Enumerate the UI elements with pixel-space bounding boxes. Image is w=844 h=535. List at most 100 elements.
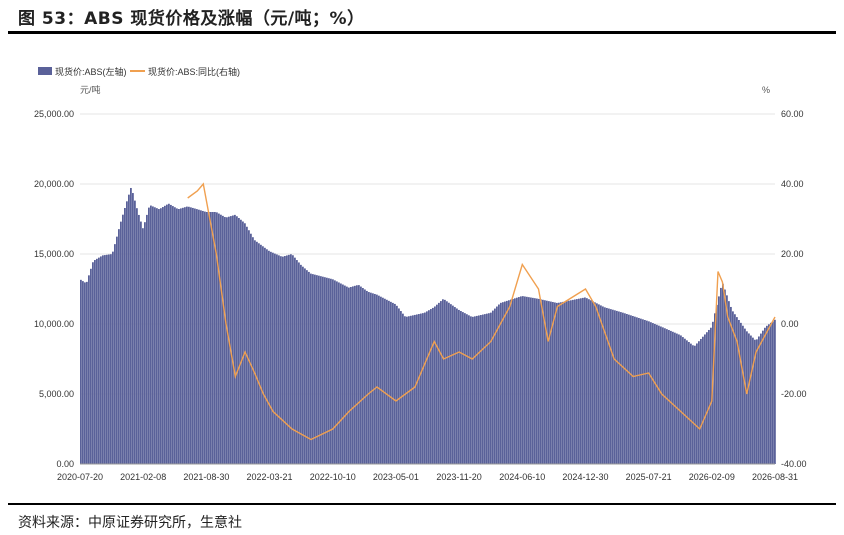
price-bar [556, 302, 558, 464]
price-bar [320, 276, 322, 464]
price-bar [742, 325, 744, 464]
price-bar [710, 327, 712, 464]
price-bar [180, 208, 182, 464]
price-bar [534, 298, 536, 464]
price-bar [598, 304, 600, 464]
price-bar [530, 297, 532, 464]
price-bar [610, 309, 612, 464]
price-bar [406, 316, 408, 464]
price-bar [376, 294, 378, 464]
price-bar [412, 315, 414, 464]
price-bar [94, 260, 96, 464]
price-bar [586, 298, 588, 464]
price-bar [122, 214, 124, 464]
price-bar [516, 297, 518, 464]
price-bar [596, 303, 598, 464]
price-bar [446, 301, 448, 464]
price-bar [290, 254, 292, 464]
price-bar [656, 324, 658, 464]
left-tick-label: 25,000.00 [34, 109, 74, 119]
price-bar [438, 302, 440, 464]
price-bar [176, 208, 178, 464]
x-tick-label: 2026-08-31 [752, 472, 798, 482]
price-bar [638, 317, 640, 464]
price-bar [650, 322, 652, 464]
price-bar [454, 307, 456, 464]
price-bar [668, 330, 670, 464]
price-bar [208, 212, 210, 464]
price-bar [236, 216, 238, 464]
price-bar [300, 264, 302, 464]
price-bar [352, 286, 354, 464]
x-tick-label: 2023-05-01 [373, 472, 419, 482]
price-bar [720, 287, 722, 464]
price-bar [528, 297, 530, 464]
right-tick-label: 60.00 [781, 109, 804, 119]
price-bar [114, 244, 116, 464]
price-bar [160, 208, 162, 464]
price-bar [210, 212, 212, 464]
price-bar [560, 302, 562, 464]
price-bar [694, 345, 696, 464]
price-bar [642, 319, 644, 464]
price-bar [400, 311, 402, 464]
price-bar [422, 313, 424, 464]
price-bar [764, 327, 766, 464]
price-bar [298, 262, 300, 464]
price-bar [150, 205, 152, 465]
price-bar [416, 314, 418, 464]
price-bar [470, 316, 472, 464]
price-bar [216, 212, 218, 464]
price-bar [178, 209, 180, 464]
price-bar [458, 309, 460, 464]
left-axis-unit: 元/吨 [80, 84, 101, 95]
price-bar [256, 241, 258, 464]
price-bar [746, 331, 748, 464]
price-bar [340, 283, 342, 464]
price-bar [602, 306, 604, 464]
price-bar [264, 247, 266, 464]
price-bar [552, 302, 554, 464]
price-bar [102, 255, 104, 464]
price-bar [506, 300, 508, 464]
price-bar [770, 322, 772, 464]
price-bar [486, 313, 488, 464]
x-tick-label: 2020-07-20 [57, 472, 103, 482]
price-bar [274, 253, 276, 464]
price-bar [576, 299, 578, 464]
price-bar [232, 215, 234, 464]
price-bar [468, 315, 470, 464]
price-bar [546, 300, 548, 464]
price-bar [424, 312, 426, 464]
price-bar [698, 341, 700, 464]
price-bar [462, 312, 464, 464]
price-bar [428, 310, 430, 464]
price-bar [620, 312, 622, 464]
price-bar [518, 297, 520, 464]
price-bar [338, 282, 340, 464]
price-bar [738, 319, 740, 464]
price-bar [588, 299, 590, 464]
price-bar [250, 233, 252, 464]
left-tick-label: 0.00 [56, 459, 74, 469]
price-bar [712, 321, 714, 464]
price-bar [536, 298, 538, 464]
price-bar [464, 313, 466, 464]
price-bar [260, 244, 262, 464]
price-bar [724, 289, 726, 464]
price-bar [460, 311, 462, 464]
price-bar [480, 315, 482, 464]
price-bar [474, 316, 476, 464]
price-bar [726, 295, 728, 464]
price-bar [174, 207, 176, 464]
price-bar [172, 206, 174, 464]
price-bar [504, 301, 506, 464]
price-bar [734, 314, 736, 464]
price-bars [80, 187, 776, 465]
price-bar [676, 333, 678, 464]
x-tick-label: 2024-12-30 [562, 472, 608, 482]
price-bar [660, 326, 662, 464]
price-bar [672, 331, 674, 464]
price-bar [112, 251, 114, 464]
source-note: 资料来源：中原证券研究所，生意社 [18, 515, 242, 531]
